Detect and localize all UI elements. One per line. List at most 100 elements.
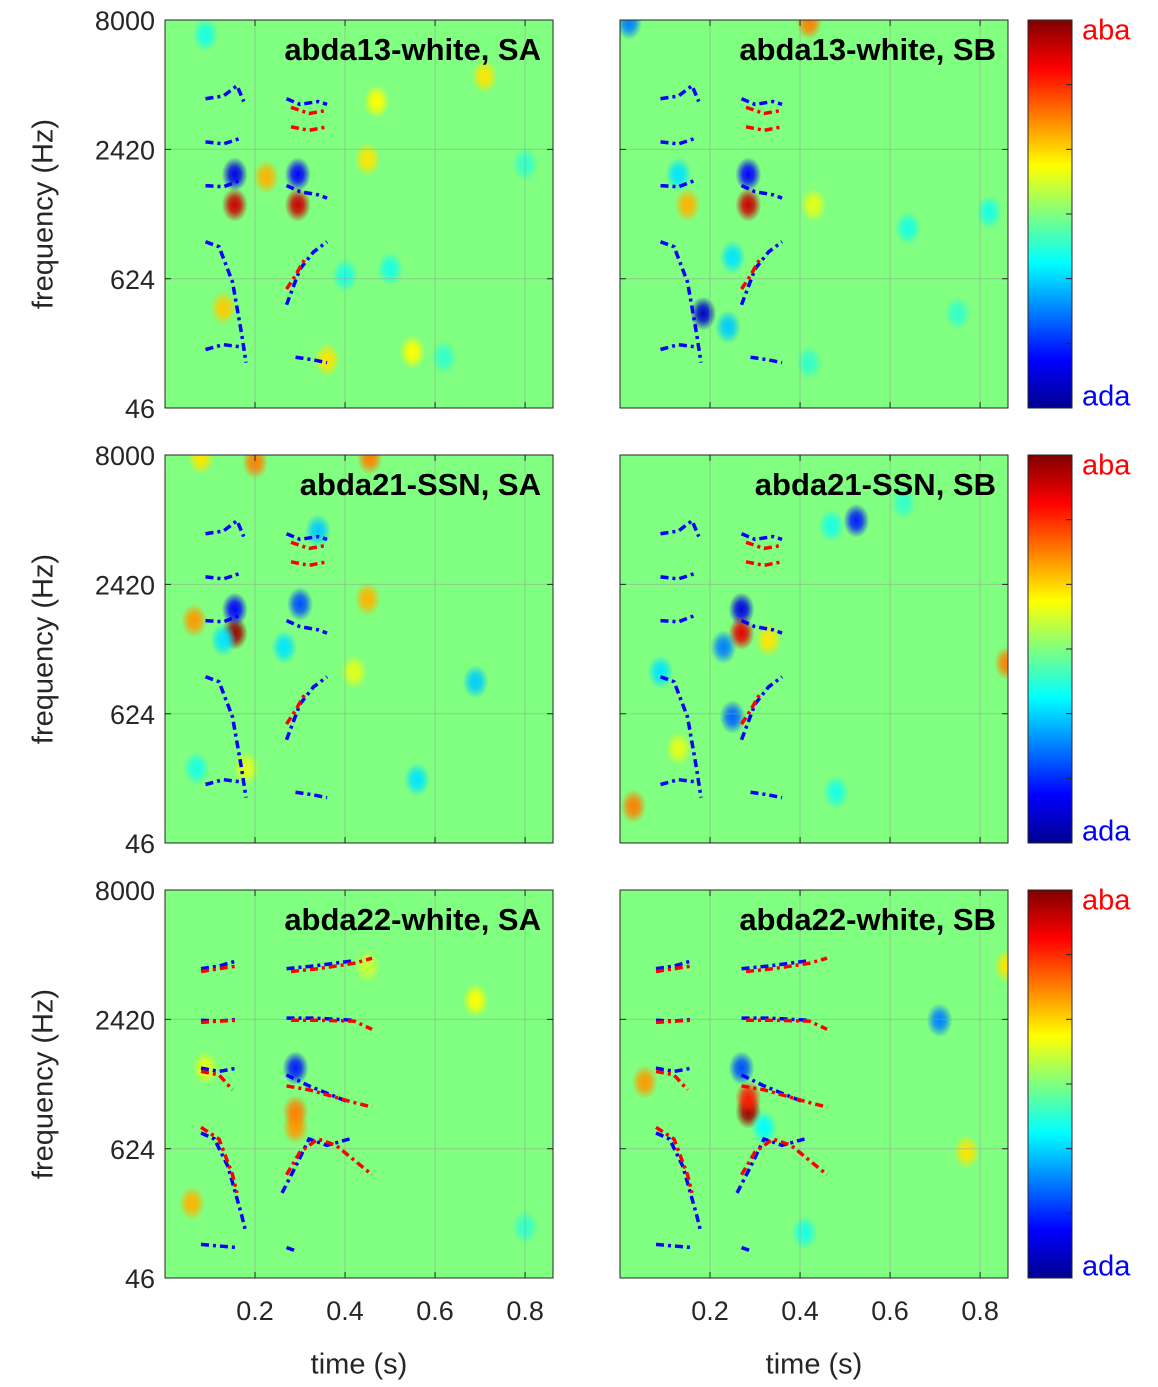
- formant-trace: [660, 571, 698, 581]
- plot-bg: [620, 890, 1008, 1278]
- blob: [210, 291, 237, 326]
- x-tick-label: 0.2: [691, 1296, 729, 1326]
- x-tick-label: 0.8: [506, 1296, 544, 1326]
- colorbar-high-label: aba: [1082, 15, 1131, 47]
- formant-trace: [205, 571, 243, 581]
- formant-trace: [740, 1245, 752, 1253]
- blob: [751, 1110, 778, 1145]
- blob: [210, 622, 237, 657]
- plot-area: [165, 455, 553, 843]
- colorbar: [1027, 889, 1073, 1279]
- colorbar-high-label: aba: [1082, 450, 1131, 482]
- colorbar-low-label: ada: [1082, 381, 1131, 413]
- blob: [462, 664, 489, 699]
- blob: [710, 630, 737, 665]
- blob: [253, 160, 280, 195]
- formant-trace: [205, 613, 243, 624]
- blob: [631, 1065, 658, 1100]
- panel-title: abda22-white, SA: [284, 902, 541, 937]
- blob: [944, 296, 971, 331]
- blob: [192, 20, 219, 52]
- y-tick-label: 624: [110, 265, 155, 295]
- formant-trace: [285, 532, 328, 542]
- formant-trace: [741, 1084, 828, 1109]
- blob: [953, 1135, 980, 1170]
- formant-trace: [285, 1073, 351, 1105]
- panel-title: abda13-white, SB: [739, 32, 996, 67]
- formant-trace: [205, 82, 246, 103]
- y-tick-label: 8000: [95, 6, 155, 36]
- formant-trace: [746, 1018, 828, 1031]
- formant-trace: [285, 1137, 374, 1177]
- blob: [471, 59, 498, 94]
- blob: [183, 751, 210, 786]
- blob: [796, 345, 823, 380]
- blob: [994, 948, 1008, 983]
- blob: [188, 455, 215, 475]
- blob: [354, 948, 381, 983]
- formant-trace: [200, 964, 238, 974]
- formant-trace: [200, 959, 238, 971]
- blob: [181, 603, 208, 638]
- blob: [665, 157, 692, 192]
- formant-trace: [204, 675, 248, 798]
- blob: [647, 655, 674, 690]
- blob: [305, 513, 332, 548]
- y-axis-label: frequency (Hz): [28, 989, 60, 1179]
- plot-area: [620, 890, 1008, 1278]
- plot-frame: [619, 889, 1009, 1279]
- formant-trace: [291, 1018, 373, 1031]
- blob: [890, 485, 917, 520]
- blob: [399, 335, 426, 370]
- blob: [755, 622, 782, 657]
- blob: [282, 1094, 309, 1129]
- x-axis-label: time (s): [311, 1349, 408, 1381]
- blob: [796, 20, 823, 40]
- blob: [823, 775, 850, 810]
- blob: [719, 240, 746, 275]
- formant-trace: [745, 125, 783, 133]
- plot-bg: [620, 455, 1008, 843]
- formant-trace: [740, 618, 783, 635]
- formant-trace: [200, 1125, 239, 1194]
- plot-frame: [619, 19, 1009, 409]
- formant-trace: [659, 675, 703, 798]
- formant-trace: [655, 1125, 694, 1194]
- panel-title: abda21-SSN, SA: [300, 467, 541, 502]
- formant-trace: [200, 1066, 238, 1074]
- formant-trace: [655, 959, 693, 971]
- blob: [728, 1051, 755, 1086]
- blob: [363, 84, 390, 119]
- y-tick-label: 46: [125, 394, 155, 424]
- colorbar-low-label: ada: [1082, 1251, 1131, 1283]
- panel-title: abda13-white, SA: [284, 32, 541, 67]
- blob: [314, 342, 341, 377]
- blob: [620, 20, 642, 40]
- y-tick-label: 624: [110, 700, 155, 730]
- blob: [719, 700, 746, 735]
- blob: [735, 157, 762, 192]
- formant-trace: [285, 183, 328, 200]
- formant-trace: [740, 183, 783, 200]
- x-tick-label: 0.2: [236, 1296, 274, 1326]
- y-tick-label: 624: [110, 1135, 155, 1165]
- y-tick-label: 2420: [95, 136, 155, 166]
- formant-trace: [660, 777, 697, 787]
- formant-trace: [286, 1084, 373, 1109]
- formant-trace: [205, 178, 243, 189]
- formant-trace: [660, 178, 698, 189]
- formant-trace: [660, 342, 697, 352]
- plot-area: [620, 455, 1008, 843]
- formant-trace: [200, 1018, 238, 1025]
- plot-bg: [165, 890, 553, 1278]
- blob: [284, 187, 311, 222]
- y-tick-label: 2420: [95, 571, 155, 601]
- formant-trace: [745, 560, 783, 568]
- x-tick-label: 0.8: [961, 1296, 999, 1326]
- panel-title: abda22-white, SB: [739, 902, 996, 937]
- blob: [926, 1003, 953, 1038]
- formant-trace: [655, 1242, 693, 1250]
- blob: [221, 157, 248, 192]
- x-tick-label: 0.4: [326, 1296, 364, 1326]
